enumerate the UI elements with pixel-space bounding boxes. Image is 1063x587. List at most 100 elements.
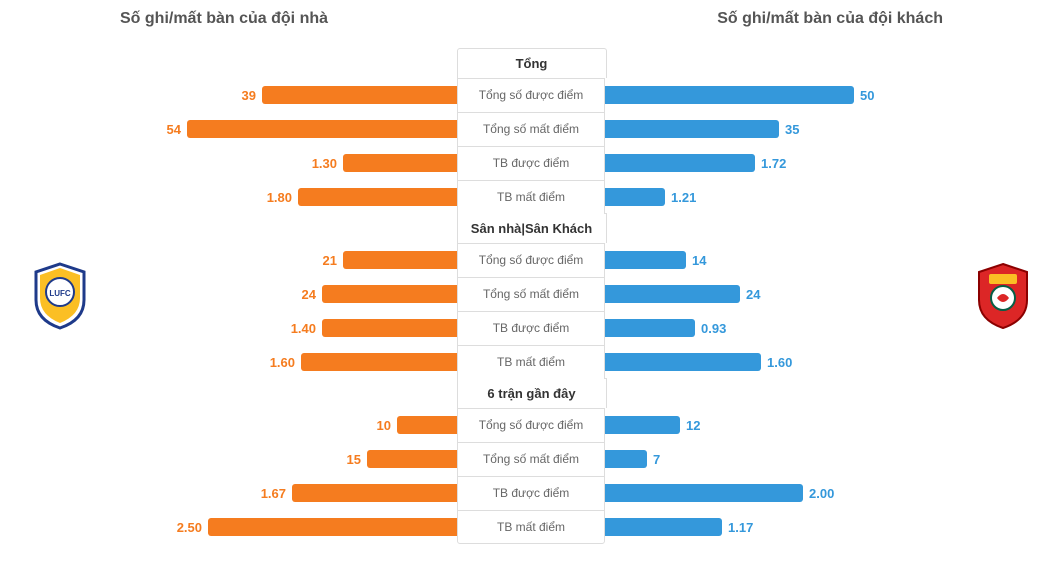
home-side: 39 (120, 86, 457, 104)
home-bar (262, 86, 457, 104)
stat-label: TB mất điểm (457, 510, 605, 544)
stat-label: TB được điểm (457, 476, 605, 510)
stat-row: 1.60 TB mất điểm 1.60 (120, 345, 943, 379)
away-team-logo-icon (971, 260, 1035, 332)
home-team-logo-icon: LUFC (28, 260, 92, 332)
home-value: 1.60 (270, 355, 295, 370)
stat-label: TB được điểm (457, 146, 605, 180)
home-bar (322, 285, 457, 303)
away-side: 7 (605, 450, 942, 468)
away-bar (605, 154, 755, 172)
away-value: 50 (860, 88, 874, 103)
main-row: LUFC Tổng39Tổng số được điểm5054Tổng số … (0, 48, 1063, 544)
home-bar (208, 518, 457, 536)
away-side: 2.00 (605, 484, 942, 502)
home-side: 24 (120, 285, 457, 303)
home-bar (292, 484, 457, 502)
away-side: 0.93 (605, 319, 942, 337)
stat-row: 1.80TB mất điểm 1.21 (120, 180, 943, 214)
away-value: 24 (746, 287, 760, 302)
comparison-chart: Tổng39Tổng số được điểm5054Tổng số mất đ… (120, 48, 943, 544)
away-bar (605, 251, 686, 269)
away-bar (605, 285, 740, 303)
stat-row: 2.50 TB mất điểm 1.17 (120, 510, 943, 544)
stat-label: Tổng số được điểm (457, 408, 605, 442)
section-header: 6 trận gần đây (457, 378, 607, 408)
away-bar (605, 353, 761, 371)
home-value: 2.50 (177, 520, 202, 535)
home-value: 54 (167, 122, 181, 137)
away-bar (605, 319, 695, 337)
home-side: 1.60 (120, 353, 457, 371)
away-bar (605, 450, 647, 468)
home-side: 10 (120, 416, 457, 434)
away-bar (605, 120, 779, 138)
header: Số ghi/mất bàn của đội nhà Số ghi/mất bà… (0, 0, 1063, 48)
away-side: 24 (605, 285, 942, 303)
away-logo-col (943, 260, 1063, 332)
home-side: 1.80 (120, 188, 457, 206)
stat-row: 39Tổng số được điểm 50 (120, 78, 943, 112)
home-bar (397, 416, 457, 434)
section-header: Tổng (457, 48, 607, 78)
away-side: 12 (605, 416, 942, 434)
home-value: 1.67 (261, 486, 286, 501)
away-value: 1.21 (671, 190, 696, 205)
home-bar (343, 154, 457, 172)
home-side: 2.50 (120, 518, 457, 536)
away-side: 1.21 (605, 188, 942, 206)
away-value: 2.00 (809, 486, 834, 501)
stat-label: Tổng số mất điểm (457, 442, 605, 476)
home-side: 21 (120, 251, 457, 269)
home-side: 15 (120, 450, 457, 468)
home-side: 1.30 (120, 154, 457, 172)
stat-label: Tổng số mất điểm (457, 277, 605, 311)
home-bar (187, 120, 457, 138)
stat-label: TB mất điểm (457, 180, 605, 214)
home-side: 54 (120, 120, 457, 138)
home-side: 1.67 (120, 484, 457, 502)
home-value: 10 (377, 418, 391, 433)
stat-label: Tổng số được điểm (457, 243, 605, 277)
away-side: 1.60 (605, 353, 942, 371)
stat-row: 1.67 TB được điểm 2.00 (120, 476, 943, 510)
away-value: 12 (686, 418, 700, 433)
home-side: 1.40 (120, 319, 457, 337)
home-value: 1.40 (291, 321, 316, 336)
stat-label: TB mất điểm (457, 345, 605, 379)
stat-label: Tổng số được điểm (457, 78, 605, 112)
svg-text:LUFC: LUFC (49, 289, 71, 298)
section-header: Sân nhà|Sân Khách (457, 213, 607, 243)
away-value: 35 (785, 122, 799, 137)
away-bar (605, 188, 665, 206)
away-value: 1.60 (767, 355, 792, 370)
away-bar (605, 518, 722, 536)
away-value: 1.72 (761, 156, 786, 171)
away-side: 14 (605, 251, 942, 269)
away-bar (605, 484, 803, 502)
stat-row: 10 Tổng số được điểm 12 (120, 408, 943, 442)
home-header-title: Số ghi/mất bàn của đội nhà (120, 10, 328, 28)
away-value: 1.17 (728, 520, 753, 535)
away-side: 1.72 (605, 154, 942, 172)
stat-row: 54 Tổng số mất điểm 35 (120, 112, 943, 146)
home-bar (322, 319, 457, 337)
away-side: 1.17 (605, 518, 942, 536)
away-value: 0.93 (701, 321, 726, 336)
home-bar (298, 188, 457, 206)
away-bar (605, 86, 854, 104)
home-logo-col: LUFC (0, 260, 120, 332)
away-bar (605, 416, 680, 434)
stat-label: TB được điểm (457, 311, 605, 345)
stat-row: 15 Tổng số mất điểm 7 (120, 442, 943, 476)
home-bar (301, 353, 457, 371)
stat-label: Tổng số mất điểm (457, 112, 605, 146)
away-header-title: Số ghi/mất bàn của đội khách (717, 10, 943, 28)
stat-row: 1.30TB được điểm 1.72 (120, 146, 943, 180)
home-value: 15 (347, 452, 361, 467)
away-side: 50 (605, 86, 942, 104)
away-value: 7 (653, 452, 660, 467)
stat-row: 21Tổng số được điểm14 (120, 243, 943, 277)
stat-row: 1.40 TB được điểm 0.93 (120, 311, 943, 345)
away-side: 35 (605, 120, 942, 138)
